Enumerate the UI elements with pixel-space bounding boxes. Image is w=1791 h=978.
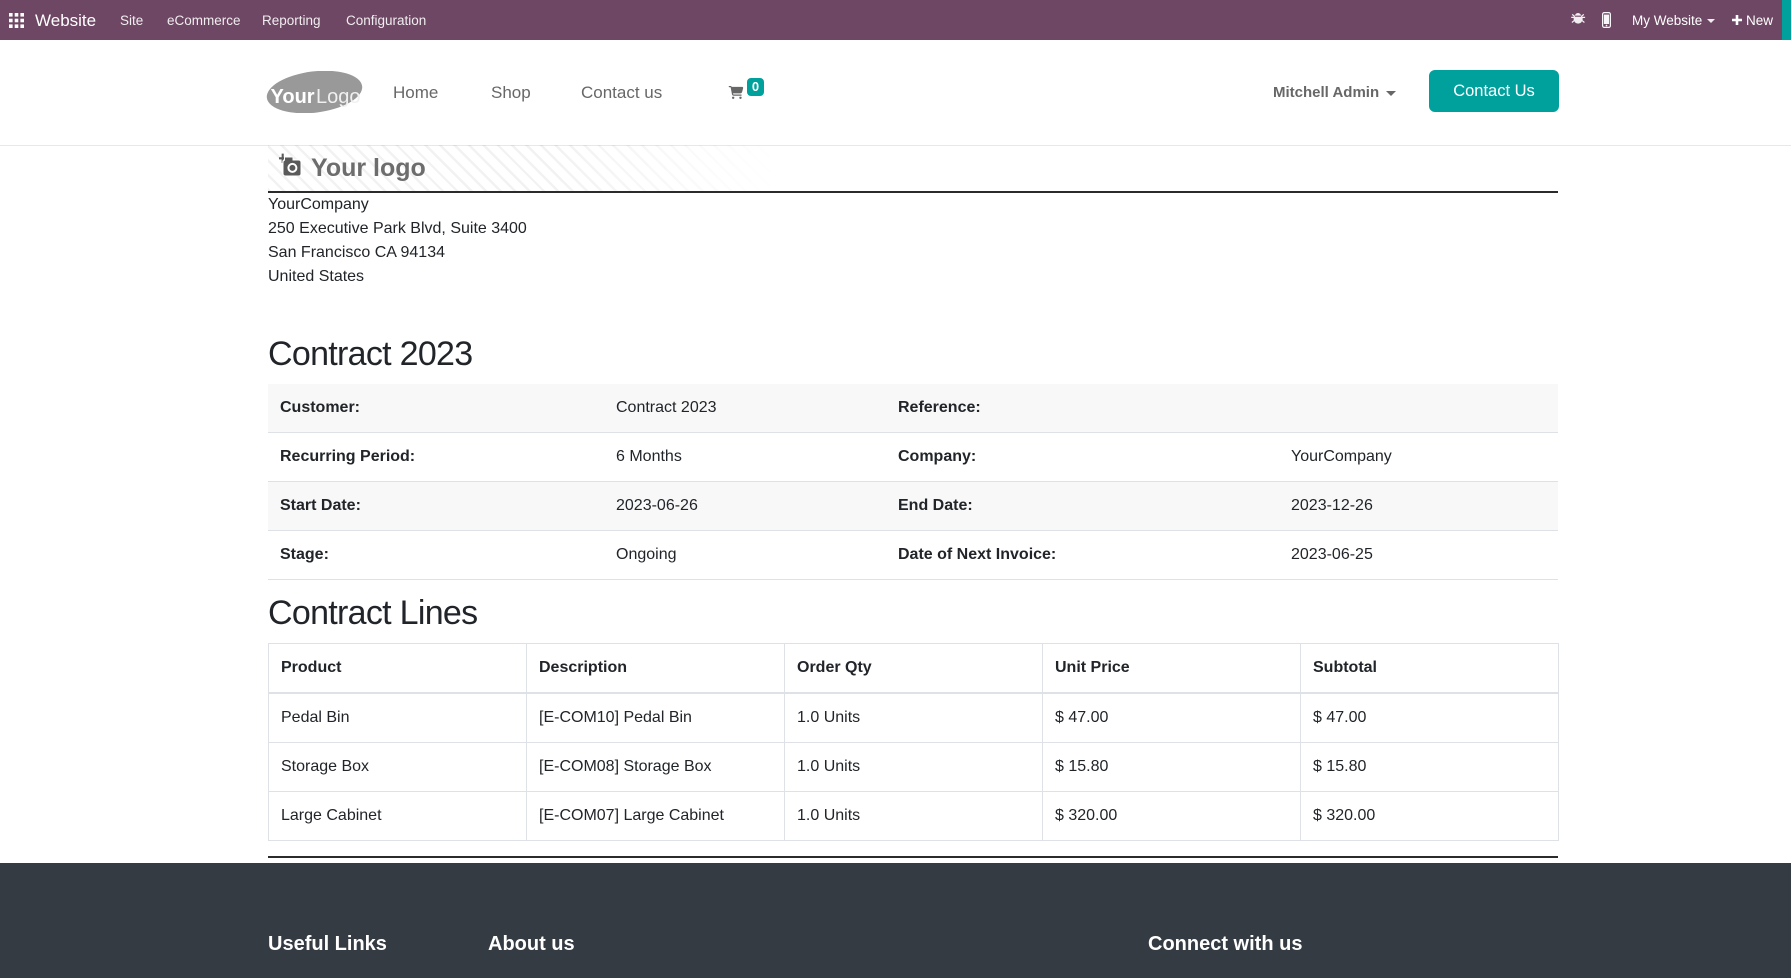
svg-text:Logo: Logo: [316, 86, 361, 108]
svg-text:Your: Your: [271, 86, 315, 108]
